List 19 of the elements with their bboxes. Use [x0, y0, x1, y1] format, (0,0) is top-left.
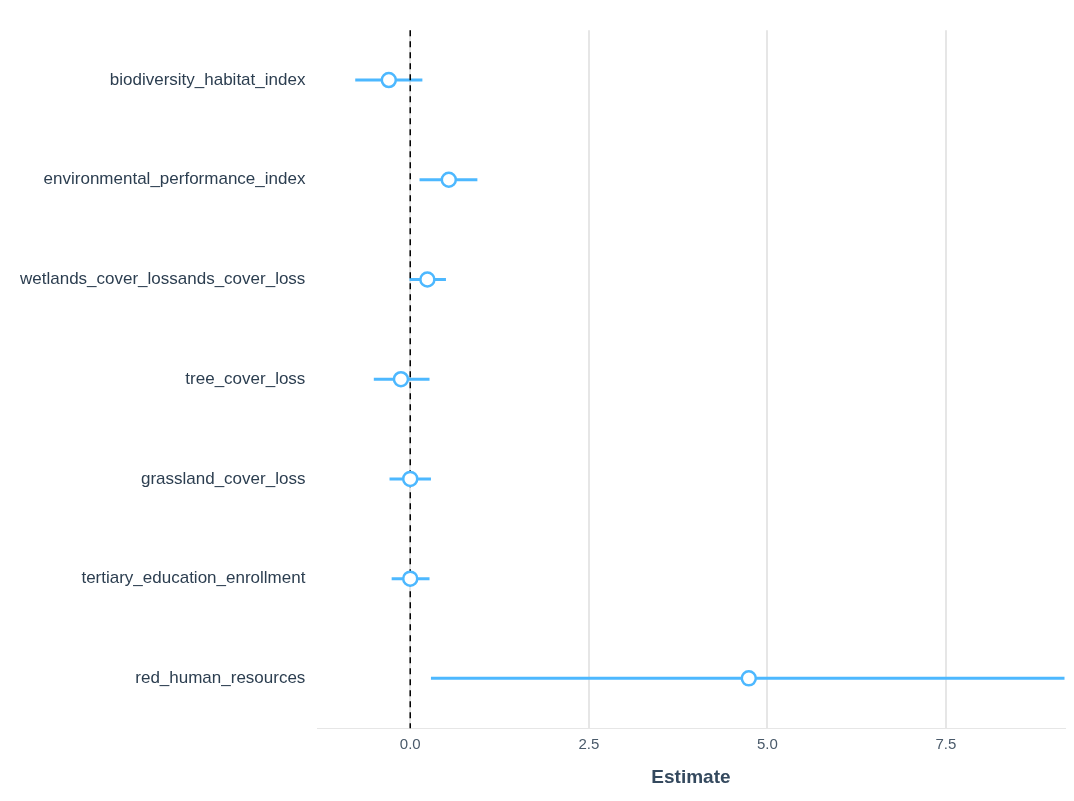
y-tick-label: environmental_performance_index	[43, 169, 306, 189]
x-tick-label: 5.0	[756, 735, 778, 753]
y-tick-label: biodiversity_habitat_index	[109, 69, 306, 89]
y-tick-label: grassland_cover_loss	[140, 468, 306, 488]
y-tick-label: red_human_resources	[135, 668, 306, 688]
point	[440, 171, 458, 189]
y-tick-label: tertiary_education_enrollment	[81, 568, 306, 588]
point	[392, 370, 410, 388]
point	[419, 271, 436, 288]
x-tick-label: 0.0	[399, 735, 421, 753]
point	[380, 71, 398, 89]
point	[740, 670, 758, 687]
point	[401, 570, 419, 587]
y-tick-label: wetlands_cover_lossands_cover_loss	[18, 269, 306, 289]
x-tick-label: 7.5	[935, 735, 957, 753]
point	[401, 470, 419, 488]
x-tick-label: 2.5	[578, 735, 600, 753]
y-tick-label: tree_cover_loss	[185, 368, 306, 388]
x-axis-title: Estimate	[651, 765, 731, 787]
